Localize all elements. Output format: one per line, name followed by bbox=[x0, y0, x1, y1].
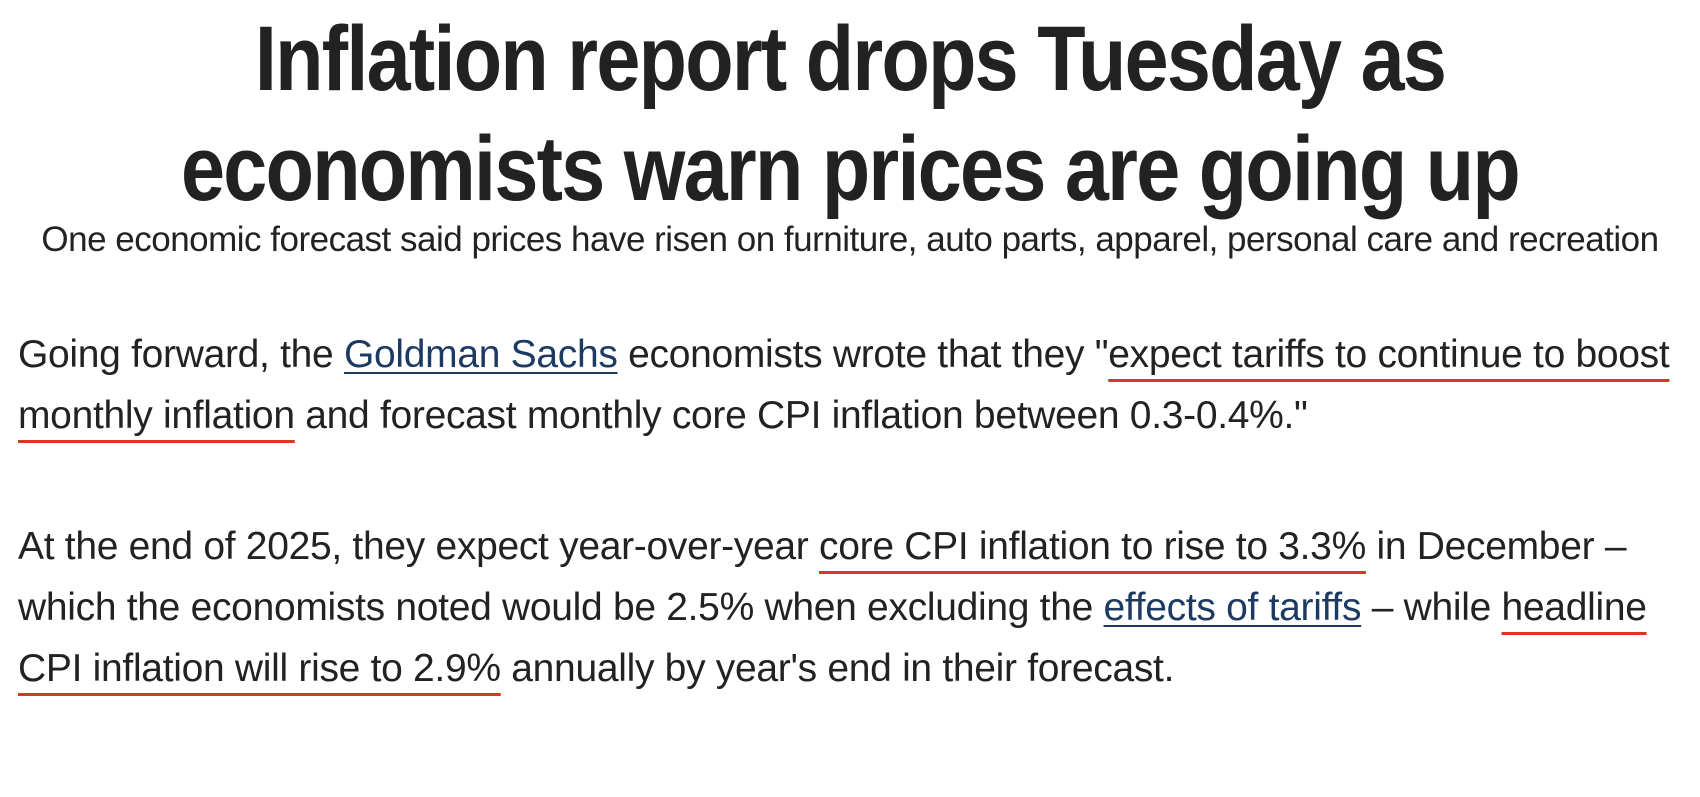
highlight: headline CPI inflation will rise to 2.9% bbox=[18, 586, 1647, 690]
link[interactable]: Goldman Sachs bbox=[343, 333, 618, 376]
text: and forecast monthly core CPI inflation … bbox=[294, 394, 1308, 437]
subheadline: One economic forecast said prices have r… bbox=[41, 220, 1659, 259]
text: economists wrote that they " bbox=[617, 333, 1109, 376]
text: Going forward, the bbox=[18, 333, 344, 376]
highlight: core CPI inflation to rise to 3.3% bbox=[819, 525, 1366, 568]
text: annually by year's end in their forecast… bbox=[500, 647, 1175, 690]
text: At the end of 2025, they expect year-ove… bbox=[18, 525, 820, 568]
highlight: expect tariffs to continue to boost mont… bbox=[18, 333, 1670, 437]
text: in December – which the economists noted… bbox=[18, 525, 1627, 629]
text: – while bbox=[1361, 586, 1502, 629]
link[interactable]: effects of tariffs bbox=[1103, 586, 1362, 629]
paragraph: Going forward, the Goldman Sachs economi… bbox=[0, 324, 1700, 446]
paragraph: At the end of 2025, they expect year-ove… bbox=[0, 516, 1700, 699]
headline: Inflation report drops Tuesday as econom… bbox=[181, 8, 1521, 220]
